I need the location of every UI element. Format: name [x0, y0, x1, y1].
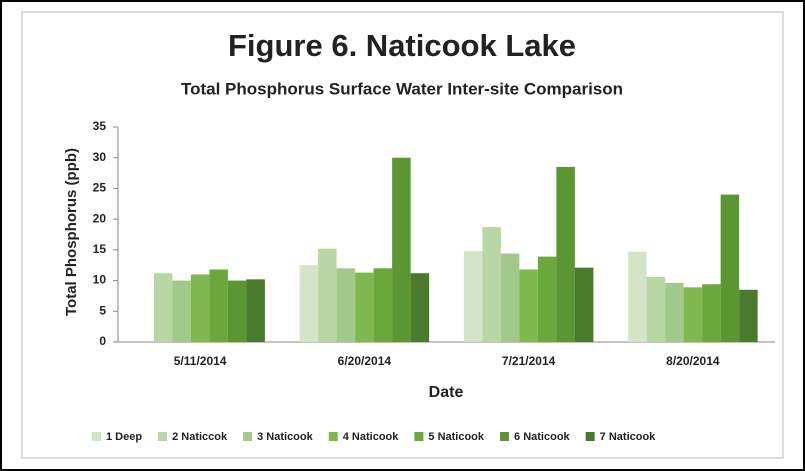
y-tick-label: 30 — [93, 150, 107, 164]
bar — [665, 283, 684, 342]
bar — [463, 251, 483, 342]
bar — [739, 289, 758, 342]
bar — [410, 273, 430, 342]
legend-swatch — [414, 432, 424, 441]
legend-swatch — [243, 432, 253, 441]
legend-label: 6 Naticook — [514, 431, 571, 443]
chart-subtitle: Total Phosphorus Surface Water Inter-sit… — [181, 79, 623, 98]
legend-label: 5 Naticook — [428, 431, 485, 443]
y-tick-label: 0 — [99, 334, 106, 348]
legend-label: 3 Naticook — [257, 431, 314, 443]
bar — [299, 265, 319, 342]
chart-title: Figure 6. Naticook Lake — [228, 28, 576, 63]
x-tick-label: 7/21/2014 — [502, 354, 556, 368]
bar — [720, 194, 740, 342]
bar — [556, 166, 575, 342]
bar — [318, 248, 337, 342]
bar — [500, 253, 520, 342]
bar — [683, 287, 703, 342]
x-tick-label: 8/20/2014 — [666, 354, 720, 368]
y-axis-label: Total Phosphorus (ppb) — [63, 148, 80, 316]
bar — [153, 273, 173, 342]
legend-swatch — [585, 432, 595, 441]
legend-swatch — [500, 432, 510, 441]
bar — [190, 274, 210, 342]
legend-label: 7 Naticook — [600, 431, 657, 443]
legend-label: 1 Deep — [106, 431, 142, 443]
bar — [537, 256, 557, 342]
chart-border — [21, 11, 784, 459]
y-tick-label: 10 — [93, 273, 107, 287]
bar — [172, 280, 191, 342]
bar — [702, 284, 721, 342]
bar — [246, 279, 265, 342]
x-tick-label: 5/11/2014 — [174, 354, 227, 368]
x-axis-label: Date — [429, 384, 464, 401]
bar — [336, 268, 356, 342]
bar — [392, 157, 411, 342]
y-tick-label: 35 — [93, 119, 107, 133]
legend-swatch — [158, 432, 168, 441]
bar — [227, 280, 247, 342]
y-tick-label: 25 — [93, 181, 107, 195]
legend-swatch — [92, 432, 101, 441]
bar — [209, 269, 228, 342]
legend-label: 2 Naticcok — [172, 431, 228, 443]
legend-label: 4 Naticook — [343, 431, 400, 443]
y-tick-label: 5 — [99, 303, 106, 317]
legend-swatch — [328, 432, 338, 441]
y-tick-label: 15 — [93, 242, 107, 256]
bar — [646, 276, 666, 342]
bar — [482, 227, 501, 342]
bar — [574, 267, 594, 342]
bar — [373, 268, 393, 342]
x-tick-label: 6/20/2014 — [338, 354, 392, 368]
bar — [628, 251, 647, 342]
bar — [519, 269, 538, 342]
bar — [355, 272, 374, 342]
y-tick-label: 20 — [93, 211, 107, 225]
